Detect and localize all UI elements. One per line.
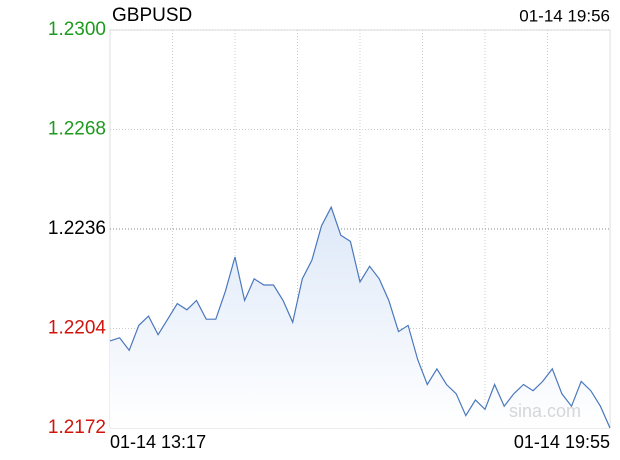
x-tick-label: 01-14 19:55: [514, 432, 610, 452]
area: [110, 207, 610, 428]
x-tick-label: 01-14 13:17: [110, 432, 206, 452]
price-line: [109, 205, 611, 429]
y-tick-label: 1.2268: [48, 119, 106, 140]
y-tick-label: 1.2300: [48, 19, 106, 40]
timestamp: 01-14 19:56: [519, 6, 610, 25]
y-tick-label: 1.2236: [48, 218, 106, 239]
y-tick-label: 1.2172: [48, 417, 106, 438]
watermark: sina.com: [509, 401, 581, 421]
y-tick-label: 1.2204: [48, 318, 107, 339]
chart-title: GBPUSD: [112, 5, 192, 26]
